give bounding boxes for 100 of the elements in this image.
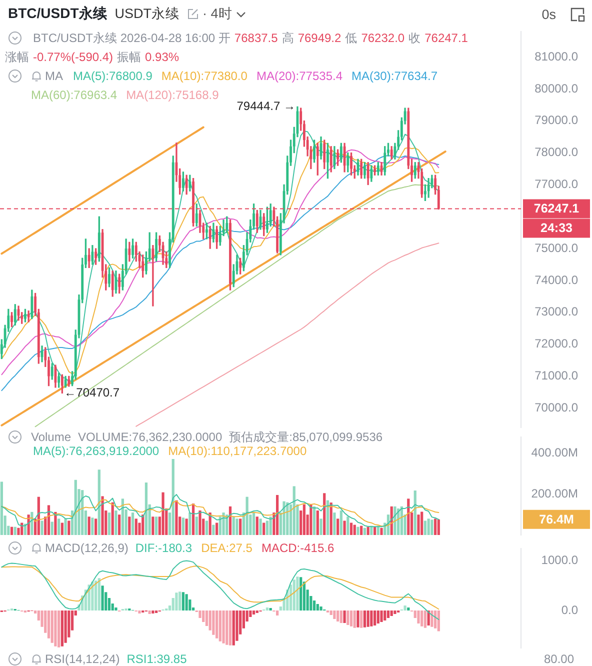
bar bbox=[118, 514, 121, 535]
bar bbox=[346, 516, 350, 535]
bar bbox=[350, 610, 353, 626]
bar bbox=[394, 610, 396, 614]
bar bbox=[14, 526, 16, 535]
bar bbox=[437, 610, 440, 632]
bar bbox=[437, 519, 440, 535]
bar bbox=[205, 520, 208, 535]
bar bbox=[252, 610, 256, 614]
bar bbox=[212, 524, 215, 535]
bar bbox=[276, 610, 279, 616]
bar bbox=[353, 610, 356, 628]
bar bbox=[94, 580, 98, 610]
bar bbox=[185, 594, 188, 610]
bar bbox=[340, 510, 342, 535]
text: 76.4M bbox=[539, 512, 574, 526]
bar bbox=[232, 516, 235, 535]
bar bbox=[360, 526, 363, 535]
y-tick-label: 79000.0 bbox=[534, 113, 578, 128]
bar bbox=[417, 514, 420, 535]
y-tick-label: 71000.0 bbox=[534, 368, 578, 383]
bar bbox=[262, 522, 266, 535]
bar bbox=[434, 610, 437, 628]
bar bbox=[276, 494, 279, 535]
annotation: 涨幅 -0.77%(-590.4) 振幅 0.93% bbox=[5, 50, 180, 64]
bar bbox=[417, 610, 420, 624]
annotation: 预估成交量:85,070,099.9536 bbox=[229, 430, 383, 444]
bar bbox=[336, 518, 340, 535]
bar bbox=[131, 512, 134, 535]
bar bbox=[340, 610, 342, 623]
bar bbox=[198, 610, 202, 618]
bar bbox=[380, 528, 383, 535]
bar bbox=[202, 610, 205, 622]
bar bbox=[373, 526, 376, 535]
bar bbox=[316, 510, 319, 535]
bar bbox=[172, 459, 174, 535]
bar bbox=[239, 518, 242, 535]
bar bbox=[330, 610, 332, 615]
bar bbox=[175, 500, 178, 535]
bar bbox=[64, 518, 67, 535]
bar bbox=[175, 592, 178, 610]
bar bbox=[333, 610, 336, 619]
bar bbox=[292, 580, 296, 610]
bar bbox=[108, 512, 111, 535]
y-tick-label: 400.00M bbox=[531, 446, 578, 460]
bar bbox=[148, 610, 151, 614]
bar bbox=[88, 516, 90, 535]
bar bbox=[50, 522, 54, 535]
bar bbox=[373, 610, 376, 626]
bar bbox=[98, 470, 100, 535]
bar bbox=[121, 498, 124, 535]
bar bbox=[198, 510, 202, 535]
bar bbox=[363, 610, 366, 628]
y-tick-label: 70000.0 bbox=[534, 400, 578, 414]
y-tick-label: 73000.0 bbox=[534, 304, 578, 319]
bar bbox=[282, 501, 286, 535]
bar bbox=[252, 512, 256, 535]
bar bbox=[326, 500, 330, 535]
text: RSI1:39.85 bbox=[126, 652, 187, 666]
bar bbox=[266, 520, 269, 535]
bar bbox=[128, 516, 131, 535]
y-tick-label: 77000.0 bbox=[534, 177, 578, 192]
bar bbox=[414, 490, 416, 535]
bar bbox=[266, 608, 269, 610]
bar bbox=[94, 518, 98, 535]
annotation: 79444.7 → bbox=[236, 98, 296, 113]
bar bbox=[330, 502, 332, 535]
bar bbox=[58, 518, 60, 535]
bar bbox=[218, 610, 222, 642]
chart-title: BTC/USDT永续 bbox=[8, 5, 107, 23]
bar bbox=[404, 606, 406, 610]
ref-line-label: 76247.1 bbox=[534, 202, 580, 216]
text: MA(10):110,177,223.7000 bbox=[168, 444, 307, 458]
text: 0s bbox=[542, 6, 556, 22]
bar bbox=[380, 610, 383, 622]
text: MA(5):76800.9 bbox=[73, 69, 152, 83]
bar bbox=[10, 526, 14, 535]
bar bbox=[182, 592, 184, 610]
bar bbox=[292, 486, 296, 535]
text: MA(20):77535.4 bbox=[256, 69, 343, 83]
bar bbox=[101, 586, 104, 610]
bar bbox=[58, 610, 60, 648]
text: RSI(14,12,24) bbox=[45, 652, 120, 666]
bar bbox=[64, 610, 67, 643]
series-label: DEA:27.5 bbox=[201, 541, 252, 555]
y-tick-label: 1000.0 bbox=[541, 553, 578, 568]
bar bbox=[256, 516, 258, 535]
annotation: VOLUME:76,362,230.0000 bbox=[78, 430, 222, 444]
text: MA(120):75168.9 bbox=[126, 88, 219, 102]
bar bbox=[370, 610, 373, 626]
bar bbox=[188, 512, 192, 535]
annotation: BTC/USDT永续 2026-04-28 16:00 开 76837.5 高 76949.2 低 76232.0 收 76247.1 bbox=[33, 31, 468, 45]
annotation: MA bbox=[45, 69, 63, 83]
bar bbox=[152, 610, 154, 614]
bar bbox=[320, 606, 322, 610]
bar bbox=[98, 578, 100, 610]
bar bbox=[343, 520, 346, 535]
bar bbox=[420, 610, 424, 626]
bar bbox=[111, 502, 114, 535]
bar bbox=[195, 516, 198, 535]
